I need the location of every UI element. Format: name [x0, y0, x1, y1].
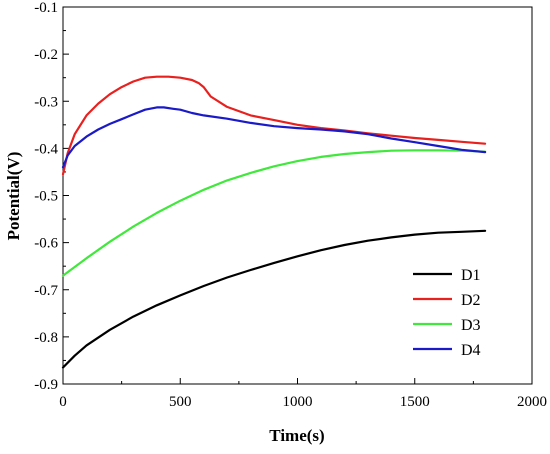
series-line-d2 [61, 75, 487, 176]
x-tick-label: 0 [59, 394, 67, 410]
y-tick-label: -0.2 [34, 47, 58, 63]
legend-label-d4: D4 [461, 342, 481, 359]
legend-label-d3: D3 [461, 317, 481, 334]
x-tick-label: 1000 [283, 394, 313, 410]
y-tick-label: -0.4 [34, 141, 58, 157]
series-lines [61, 75, 487, 369]
legend: D1 D2 D3 D4 [413, 267, 481, 359]
legend-label-d2: D2 [461, 292, 481, 309]
y-tick-label: -0.7 [34, 283, 58, 299]
y-tick-label: -0.8 [34, 330, 58, 346]
y-axis-title: Potential(V) [4, 152, 23, 241]
y-axis-ticks: -0.1 -0.2 -0.3 -0.4 -0.5 -0.6 -0.7 -0.8 -0.9 [34, 0, 69, 393]
y-tick-label: -0.9 [34, 377, 58, 393]
series-line-d3 [61, 149, 487, 277]
x-tick-label: 1500 [400, 394, 430, 410]
series-line-d1 [61, 229, 487, 369]
x-axis-ticks: 0 500 1000 1500 2000 [59, 378, 547, 410]
series-line-d4 [61, 106, 487, 169]
legend-label-d1: D1 [461, 267, 481, 284]
x-tick-label: 500 [169, 394, 192, 410]
y-tick-label: -0.3 [34, 94, 58, 110]
y-tick-label: -0.6 [34, 236, 58, 252]
y-tick-label: -0.5 [34, 189, 58, 205]
x-axis-title: Time(s) [269, 426, 324, 445]
x-tick-label: 2000 [517, 394, 547, 410]
y-tick-label: -0.1 [34, 0, 58, 16]
